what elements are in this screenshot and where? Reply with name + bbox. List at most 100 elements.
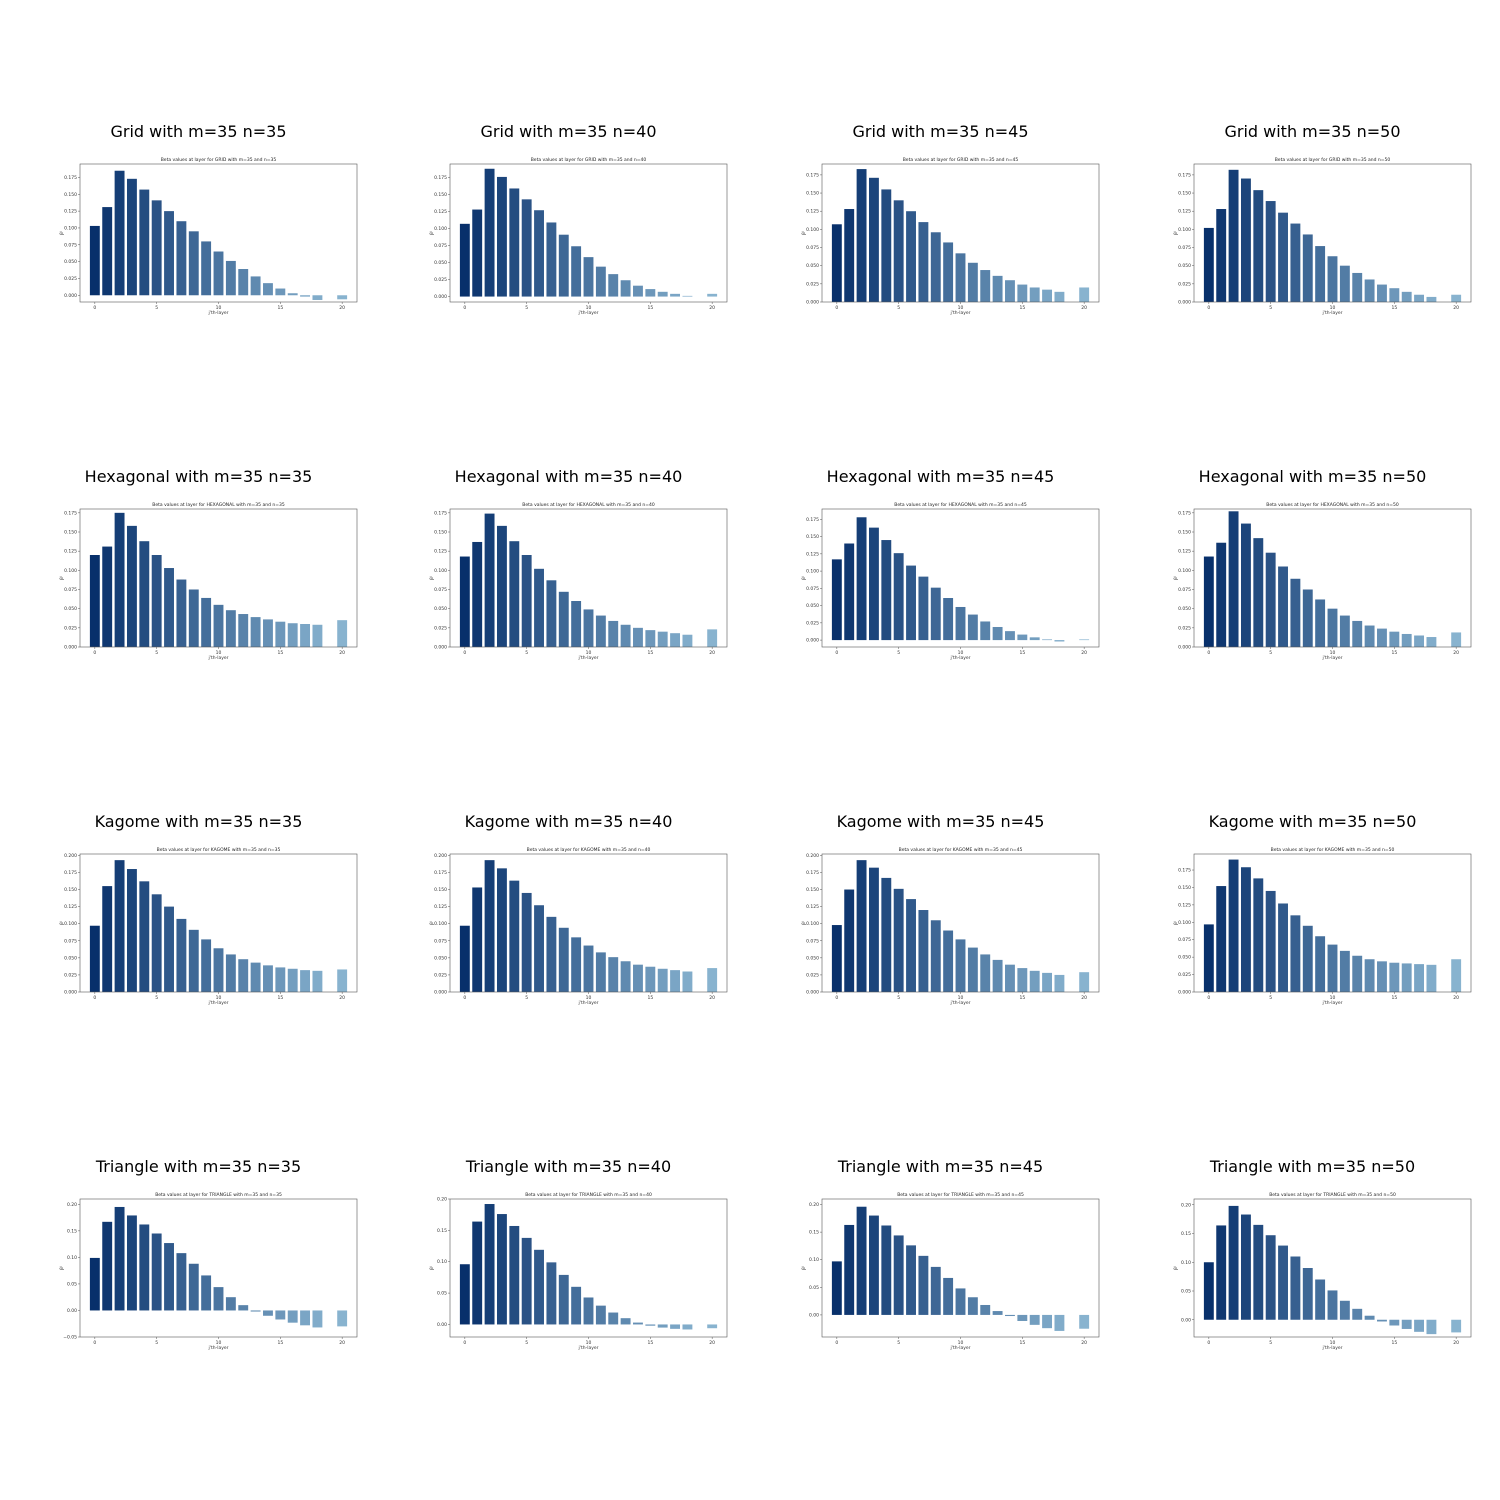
bar [930, 232, 941, 302]
y-tick-label: 0.025 [64, 625, 77, 631]
bar [102, 1221, 113, 1311]
x-tick-label: 5 [1269, 305, 1272, 311]
bar [620, 961, 631, 992]
bar-chart: Beta values at layer for TRIANGLE with m… [1173, 1192, 1472, 1351]
y-tick-label: 0.025 [806, 972, 819, 978]
y-tick-label: 0.175 [1178, 172, 1191, 178]
bar [126, 1215, 137, 1311]
x-tick-label: 5 [155, 305, 158, 311]
y-tick-label: 0.050 [64, 606, 77, 612]
x-axis-label: j'th-layer [207, 655, 228, 661]
bar [534, 905, 544, 992]
bar [1315, 936, 1326, 992]
x-tick-label: 20 [1081, 305, 1087, 311]
bar [1203, 1262, 1214, 1320]
y-tick-label: 0.175 [1178, 868, 1191, 874]
y-tick-label: 0.15 [437, 1228, 447, 1234]
bar [844, 543, 855, 641]
bar [1389, 288, 1400, 302]
x-tick-label: 0 [835, 1340, 838, 1346]
bar [459, 556, 470, 647]
bar [844, 209, 855, 302]
bar [1054, 291, 1065, 302]
bar-chart: Beta values at layer for GRID with m=35 … [59, 157, 358, 316]
bar [558, 234, 569, 297]
bar [670, 1324, 681, 1329]
y-axis-label: βʲ [801, 576, 807, 580]
bar [558, 1274, 569, 1325]
bar [943, 242, 954, 302]
x-axis-label: j'th-layer [577, 1000, 598, 1006]
x-tick-label: 0 [1207, 1340, 1210, 1346]
x-tick-label: 5 [525, 1340, 528, 1346]
y-tick-label: 0.100 [64, 921, 77, 927]
x-tick-label: 10 [1330, 650, 1336, 656]
bar [1451, 959, 1462, 992]
x-tick-label: 10 [1330, 1340, 1336, 1346]
x-tick-label: 20 [339, 995, 345, 1001]
y-tick-label: 0.175 [64, 175, 77, 181]
bar [1253, 878, 1264, 992]
bar [980, 1304, 991, 1315]
bar [337, 295, 348, 300]
y-tick-label: 0.125 [64, 209, 77, 215]
x-tick-label: 0 [463, 650, 466, 656]
panel-title: Hexagonal with m=35 n=45 [826, 467, 1055, 486]
bar [1414, 635, 1425, 647]
y-tick-label: 0.100 [1178, 568, 1191, 574]
bar [1389, 631, 1400, 647]
bar [1315, 246, 1326, 302]
bar [906, 565, 916, 641]
inner-title: Beta values at layer for KAGOME with m=3… [527, 847, 651, 853]
bar [558, 927, 569, 992]
bar [992, 275, 1003, 302]
bar [1426, 964, 1437, 992]
bar [337, 620, 348, 647]
x-tick-label: 0 [1207, 650, 1210, 656]
inner-title: Beta values at layer for HEXAGONAL with … [894, 502, 1027, 508]
panel-title: Grid with m=35 n=50 [1224, 122, 1401, 141]
y-tick-label: 0.125 [806, 904, 819, 910]
x-tick-label: 20 [709, 650, 715, 656]
y-tick-label: 0.175 [434, 870, 447, 876]
bar [114, 512, 125, 647]
bar [275, 288, 286, 296]
x-tick-label: 20 [1453, 995, 1459, 1001]
x-tick-label: 20 [1453, 650, 1459, 656]
bar [633, 285, 643, 297]
bar [1327, 944, 1338, 992]
bar [337, 1310, 348, 1327]
bar [126, 178, 137, 296]
bar [1017, 284, 1028, 302]
bar [114, 1206, 125, 1311]
bar [1216, 886, 1227, 992]
bar [263, 619, 273, 647]
bar [571, 1286, 582, 1325]
bar [657, 291, 668, 297]
y-tick-label: 0.125 [434, 549, 447, 555]
bar [980, 270, 991, 302]
panel-title: Kagome with m=35 n=35 [94, 812, 303, 831]
bar [164, 568, 174, 647]
y-tick-label: 0.000 [434, 990, 447, 996]
bar [225, 1297, 236, 1311]
y-axis-label: βʲ [59, 231, 65, 235]
bar [263, 1310, 273, 1316]
bar [930, 1266, 941, 1315]
bar [139, 881, 150, 992]
x-tick-label: 15 [277, 650, 283, 656]
bar [300, 295, 311, 297]
bar [300, 970, 311, 992]
bar [201, 939, 212, 992]
y-tick-label: 0.20 [437, 1197, 447, 1203]
bar [620, 280, 631, 297]
inner-title: Beta values at layer for GRID with m=35 … [903, 157, 1019, 163]
chart-panel: Triangle with m=35 n=45 Beta values at la… [801, 1157, 1102, 1397]
y-tick-label: 0.000 [1178, 300, 1191, 306]
y-tick-label: 0.075 [434, 587, 447, 593]
bar [509, 188, 520, 297]
bar [1265, 201, 1276, 302]
y-tick-label: 0.050 [806, 263, 819, 269]
y-tick-label: 0.100 [64, 225, 77, 231]
bar [1401, 633, 1412, 647]
